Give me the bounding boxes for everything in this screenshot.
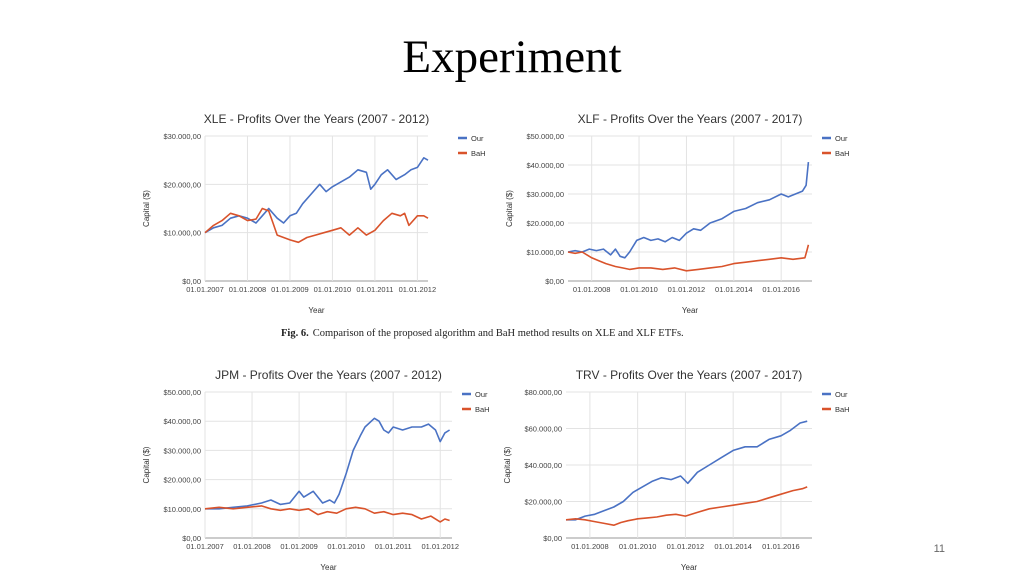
- x-tick-label: 01.01.2012: [421, 542, 459, 551]
- y-tick-label: $10.000,00: [526, 248, 564, 257]
- x-tick-label: 01.01.2014: [715, 285, 753, 294]
- y-tick-label: $20.000,00: [524, 498, 562, 507]
- chart-title: JPM - Profits Over the Years (2007 - 201…: [215, 368, 442, 382]
- y-axis-label: Capital ($): [142, 446, 151, 483]
- y-axis-label: Capital ($): [505, 190, 514, 227]
- legend-label-bah: BaH: [835, 405, 850, 414]
- x-tick-label: 01.01.2007: [186, 542, 224, 551]
- xle-chart-svg: XLE - Profits Over the Years (2007 - 201…: [142, 112, 486, 315]
- y-tick-label: $0,00: [182, 277, 201, 286]
- series-line-our: [566, 420, 808, 521]
- y-tick-label: $20.000,00: [163, 476, 201, 485]
- y-tick-label: $40.000,00: [526, 161, 564, 170]
- legend-label-our: Our: [471, 134, 484, 143]
- y-tick-label: $10.000,00: [163, 229, 201, 238]
- legend-label-bah: BaH: [835, 149, 850, 158]
- jpm-chart-svg: JPM - Profits Over the Years (2007 - 201…: [142, 368, 490, 572]
- series-line-bah: [565, 486, 808, 526]
- y-tick-label: $50.000,00: [163, 388, 201, 397]
- y-axis-label: Capital ($): [142, 190, 151, 227]
- x-axis-label: Year: [320, 563, 337, 572]
- chart-title: XLF - Profits Over the Years (2007 - 201…: [578, 112, 803, 126]
- x-tick-label: 01.01.2010: [619, 542, 657, 551]
- x-axis-label: Year: [308, 306, 325, 315]
- y-tick-label: $30.000,00: [163, 446, 201, 455]
- xlf-chart: XLF - Profits Over the Years (2007 - 201…: [500, 106, 860, 318]
- series-line-our: [204, 156, 429, 234]
- x-tick-label: 01.01.2012: [667, 542, 705, 551]
- y-tick-label: $0,00: [182, 534, 201, 543]
- legend-label-our: Our: [835, 390, 848, 399]
- x-tick-label: 01.01.2010: [620, 285, 658, 294]
- trv-chart: TRV - Profits Over the Years (2007 - 201…: [500, 362, 860, 574]
- x-tick-label: 01.01.2012: [399, 285, 437, 294]
- x-tick-label: 01.01.2008: [573, 285, 611, 294]
- xle-chart: XLE - Profits Over the Years (2007 - 201…: [138, 106, 486, 318]
- x-tick-label: 01.01.2008: [571, 542, 609, 551]
- x-tick-label: 01.01.2007: [186, 285, 224, 294]
- x-axis-label: Year: [681, 563, 698, 572]
- y-tick-label: $0,00: [543, 534, 562, 543]
- series-line-bah: [204, 207, 429, 244]
- y-tick-label: $0,00: [545, 277, 564, 286]
- y-tick-label: $80.000,00: [524, 388, 562, 397]
- x-tick-label: 01.01.2016: [762, 285, 800, 294]
- legend-label-bah: BaH: [475, 405, 490, 414]
- x-tick-label: 01.01.2010: [327, 542, 365, 551]
- y-tick-label: $20.000,00: [163, 180, 201, 189]
- jpm-chart: JPM - Profits Over the Years (2007 - 201…: [138, 362, 490, 574]
- x-axis-label: Year: [682, 306, 699, 315]
- caption-text: Comparison of the proposed algorithm and…: [312, 328, 684, 339]
- x-tick-label: 01.01.2008: [233, 542, 271, 551]
- series-line-our: [205, 417, 451, 510]
- series-line-our: [567, 162, 810, 259]
- page-number: 11: [933, 543, 945, 555]
- x-tick-label: 01.01.2011: [356, 285, 393, 294]
- series-line-bah: [567, 244, 810, 272]
- y-tick-label: $40.000,00: [163, 417, 201, 426]
- chart-title: XLE - Profits Over the Years (2007 - 201…: [204, 112, 429, 126]
- caption-label: Fig. 6.: [281, 328, 309, 339]
- xlf-chart-svg: XLF - Profits Over the Years (2007 - 201…: [505, 112, 850, 315]
- slide-title: Experiment: [402, 31, 622, 83]
- y-tick-label: $50.000,00: [526, 132, 564, 141]
- figure-caption: Fig. 6. Comparison of the proposed algori…: [281, 328, 684, 339]
- y-tick-label: $40.000,00: [524, 461, 562, 470]
- x-tick-label: 01.01.2012: [668, 285, 706, 294]
- x-tick-label: 01.01.2008: [229, 285, 267, 294]
- x-tick-label: 01.01.2009: [280, 542, 318, 551]
- x-tick-label: 01.01.2009: [271, 285, 309, 294]
- x-tick-label: 01.01.2011: [375, 542, 412, 551]
- legend-label-bah: BaH: [471, 149, 486, 158]
- x-tick-label: 01.01.2016: [762, 542, 800, 551]
- x-tick-label: 01.01.2010: [314, 285, 352, 294]
- series-line-bah: [204, 505, 450, 523]
- y-tick-label: $60.000,00: [524, 425, 562, 434]
- x-tick-label: 01.01.2014: [714, 542, 752, 551]
- legend-label-our: Our: [475, 390, 488, 399]
- y-axis-label: Capital ($): [503, 446, 512, 483]
- y-tick-label: $10.000,00: [163, 505, 201, 514]
- chart-title: TRV - Profits Over the Years (2007 - 201…: [576, 368, 803, 382]
- y-tick-label: $30.000,00: [526, 190, 564, 199]
- y-tick-label: $30.000,00: [163, 132, 201, 141]
- trv-chart-svg: TRV - Profits Over the Years (2007 - 201…: [503, 368, 850, 572]
- y-tick-label: $20.000,00: [526, 219, 564, 228]
- legend-label-our: Our: [835, 134, 848, 143]
